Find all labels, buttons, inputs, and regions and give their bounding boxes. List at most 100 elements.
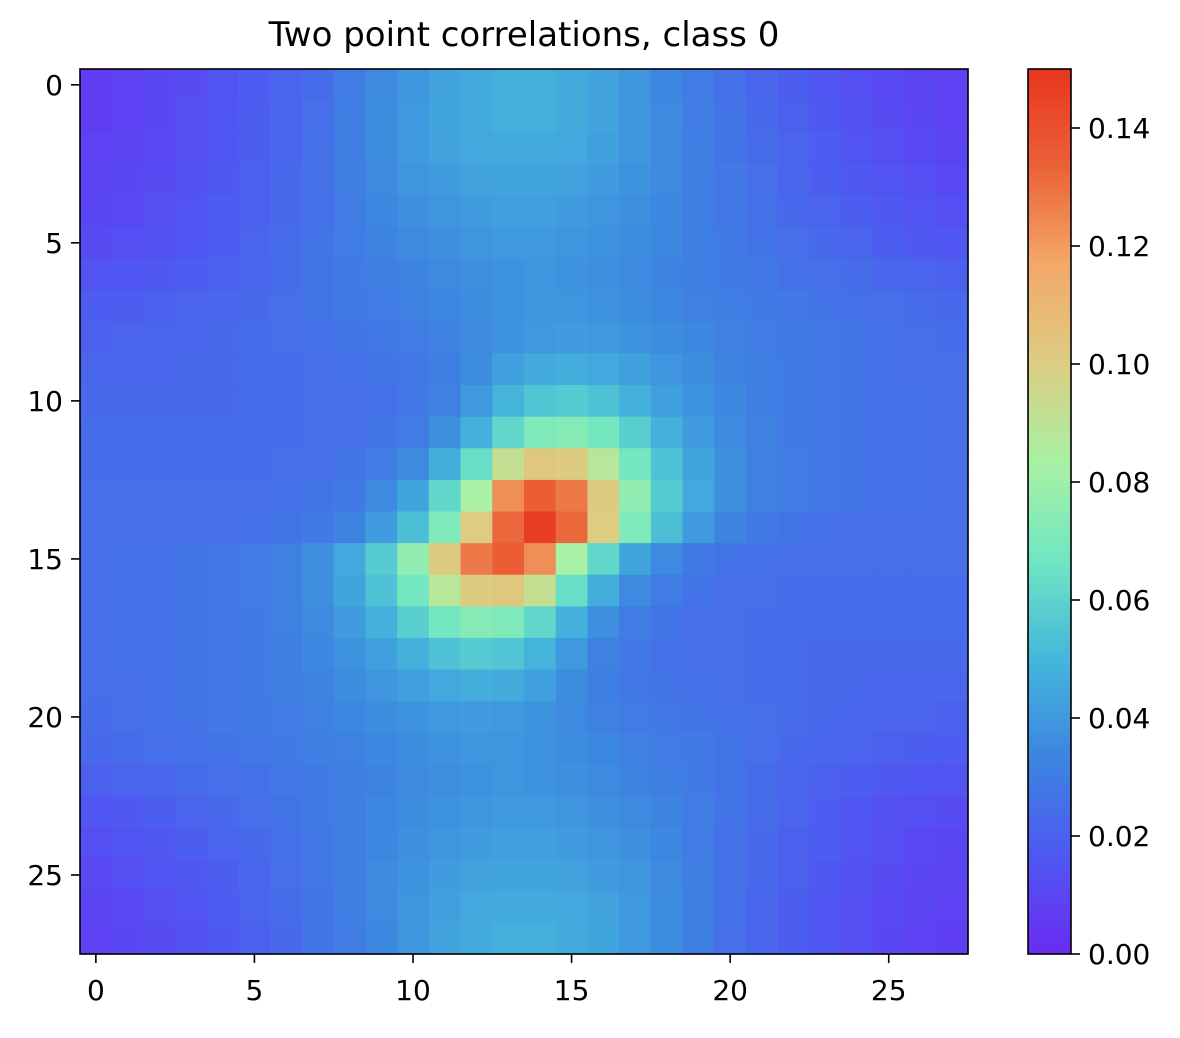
heatmap-cell [143,511,176,544]
heatmap-cell [587,258,620,291]
heatmap-cell [714,258,747,291]
heatmap-cell [650,859,684,892]
heatmap-cell [143,385,176,418]
heatmap-cell [238,574,271,607]
heatmap-cell [619,764,652,797]
heatmap-cell [746,574,779,607]
heatmap-cell [238,195,271,228]
heatmap-cell [302,69,335,102]
heatmap-cell [682,385,715,418]
heatmap-cell [777,448,811,481]
heatmap-cell [143,69,176,102]
heatmap-cell [872,701,906,734]
heatmap-cell [682,321,715,355]
heatmap-cell [428,227,462,260]
heatmap-cell [365,321,398,355]
heatmap-cell [524,290,557,323]
heatmap-cell [904,385,937,418]
heatmap-cell [143,543,176,576]
heatmap-cell [936,353,969,386]
heatmap-cell [428,353,462,386]
heatmap-cell [777,100,811,133]
heatmap-cell [682,227,715,260]
heatmap-cell [936,606,969,639]
heatmap-cell [302,511,335,544]
heatmap-cell [809,416,842,449]
heatmap-cell [904,669,937,702]
heatmap-cell [333,195,367,228]
heatmap-cell [492,163,525,197]
heatmap-cell [682,827,715,860]
heatmap-cell [460,637,493,671]
heatmap-cell [524,669,557,702]
heatmap-cell [270,511,303,544]
heatmap-cell [746,606,779,639]
heatmap-cell [206,701,240,734]
heatmap-cell [460,290,493,323]
heatmap-cell [555,448,589,481]
heatmap-cell [714,701,747,734]
heatmap-cell [80,416,113,449]
heatmap-cell [936,574,969,607]
heatmap-cell [841,890,874,923]
heatmap-cell [904,321,937,355]
heatmap-cell [746,100,779,133]
heatmap-cell [428,606,462,639]
heatmap-cell [238,321,271,355]
heatmap-cell [365,195,398,228]
heatmap-cell [746,290,779,323]
heatmap-cell [904,163,937,197]
heatmap-cell [809,479,842,513]
heatmap-cell [175,543,208,576]
heatmap-cell [428,321,462,355]
heatmap-cell [302,195,335,228]
heatmap-cell [872,69,906,102]
heatmap-cell [238,669,271,702]
heatmap-cell [365,859,398,892]
heatmap-cell [619,543,652,576]
heatmap-cell [714,69,747,102]
heatmap-cell [777,859,811,892]
heatmap-cell [492,511,525,544]
heatmap-cell [175,732,208,765]
colorbar-tick-label: 0.04 [1088,702,1150,735]
heatmap-cell [809,606,842,639]
heatmap-cell [428,922,462,955]
heatmap-cell [777,227,811,260]
heatmap-cell [524,732,557,765]
heatmap-cell [238,448,271,481]
heatmap-cell [746,543,779,576]
heatmap-cell [777,385,811,418]
heatmap-cell [80,132,113,165]
heatmap-cell [80,479,113,513]
heatmap-cell [682,132,715,165]
heatmap-cell [206,163,240,197]
heatmap-cell [302,479,335,513]
y-tick-label: 25 [27,859,63,892]
heatmap-cell [270,606,303,639]
heatmap-cell [682,69,715,102]
heatmap-cell [682,859,715,892]
heatmap-cell [619,795,652,829]
heatmap-cell [492,795,525,829]
heatmap-cell [365,795,398,829]
colorbar-tick-label: 0.14 [1088,112,1150,145]
heatmap-cell [143,321,176,355]
heatmap-cell [428,511,462,544]
heatmap-cell [111,385,145,418]
heatmap-cell [80,163,113,197]
heatmap-cell [936,637,969,671]
heatmap-cell [365,69,398,102]
heatmap-cell [397,69,430,102]
y-tick-label: 5 [45,227,63,260]
heatmap-cell [904,922,937,955]
heatmap-cell [333,890,367,923]
heatmap-cell [555,574,589,607]
heatmap-cell [777,701,811,734]
heatmap-cell [333,543,367,576]
heatmap-cell [555,163,589,197]
heatmap-cell [460,132,493,165]
heatmap-cell [80,511,113,544]
heatmap-cell [524,353,557,386]
heatmap-cell [80,606,113,639]
